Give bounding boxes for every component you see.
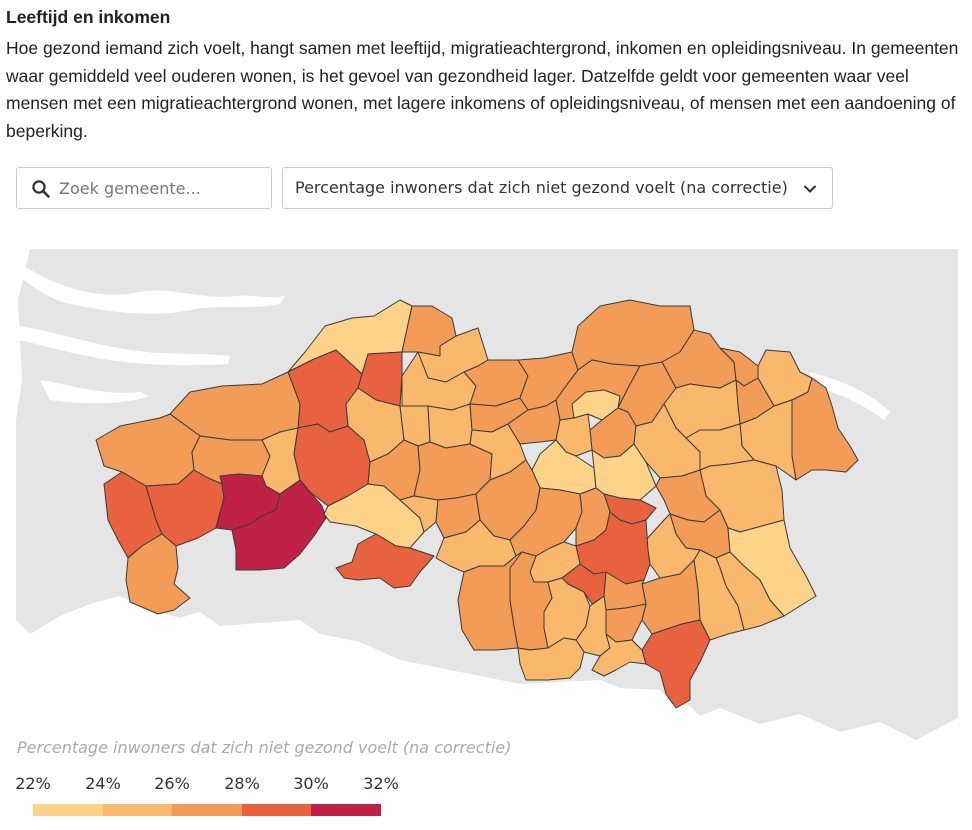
legend-swatch xyxy=(33,804,103,816)
page-title: Leeftijd en inkomen xyxy=(6,7,171,27)
municipalities xyxy=(95,299,859,709)
indicator-select-label: Percentage inwoners dat zich niet gezond… xyxy=(295,178,788,197)
chevron-down-icon xyxy=(804,185,816,193)
indicator-select[interactable]: Percentage inwoners dat zich niet gezond… xyxy=(282,167,833,209)
municipality[interactable] xyxy=(591,443,657,501)
legend-color-scale xyxy=(33,804,381,816)
legend-tick: 26% xyxy=(154,774,190,793)
legend-tick: 30% xyxy=(293,774,329,793)
municipality[interactable] xyxy=(125,533,191,615)
municipality[interactable] xyxy=(335,533,435,589)
legend-swatch xyxy=(172,804,242,816)
municipality[interactable] xyxy=(641,619,711,709)
legend-title: Percentage inwoners dat zich niet gezond… xyxy=(17,738,512,757)
search-input[interactable] xyxy=(59,176,259,200)
municipality[interactable] xyxy=(427,403,473,449)
legend-swatch xyxy=(241,804,312,816)
search-box[interactable] xyxy=(16,167,272,209)
legend-swatch xyxy=(311,804,381,816)
intro-text: Hoe gezond iemand zich voelt, hangt same… xyxy=(6,38,959,141)
legend-tick: 24% xyxy=(85,774,121,793)
municipality[interactable] xyxy=(605,603,647,643)
legend-tick: 28% xyxy=(224,774,260,793)
legend-swatch xyxy=(102,804,173,816)
municipality[interactable] xyxy=(517,637,585,681)
municipality[interactable] xyxy=(95,413,201,487)
municipality[interactable] xyxy=(575,595,611,657)
legend-tick: 22% xyxy=(15,774,51,793)
municipality[interactable] xyxy=(591,633,647,677)
municipality[interactable] xyxy=(231,479,327,571)
legend-tick: 32% xyxy=(363,774,399,793)
search-icon xyxy=(32,180,50,198)
